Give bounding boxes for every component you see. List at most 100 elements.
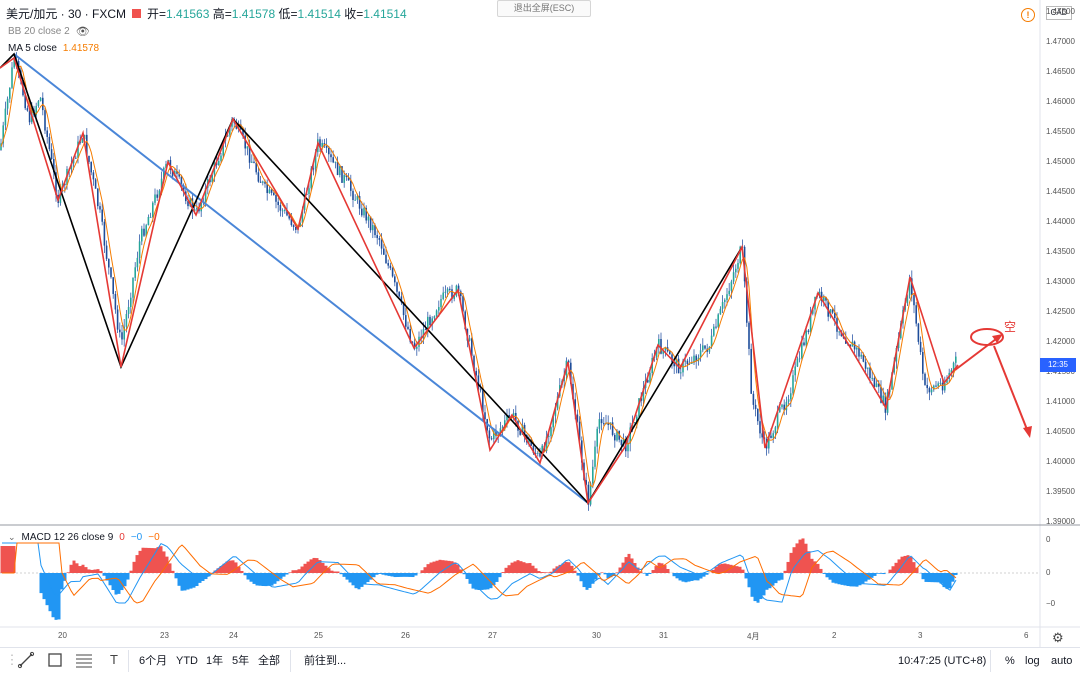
price-axis-label: 1.40000	[1046, 457, 1075, 466]
price-axis-label: 1.46500	[1046, 67, 1075, 76]
candle-body	[132, 278, 134, 298]
candle-body	[550, 427, 552, 436]
macd-hist-bar	[535, 568, 538, 573]
candle-body	[416, 347, 418, 349]
candle-body	[594, 447, 596, 467]
macd-value-hist: 0	[119, 532, 125, 543]
macd-hist-bar	[667, 569, 670, 573]
macd-hist-bar	[946, 573, 949, 589]
candle-body	[121, 332, 123, 339]
trendline-blue[interactable]	[14, 54, 588, 503]
macd-hist-bar	[331, 571, 334, 573]
macd-hist-bar	[391, 573, 394, 576]
macd-hist-bar	[727, 564, 730, 573]
macd-hist-bar	[97, 569, 100, 573]
toolbar-divider	[290, 650, 291, 672]
candle-body	[601, 419, 603, 423]
candle-body	[104, 222, 106, 246]
text-tool-icon[interactable]: T	[104, 651, 124, 669]
macd-hist-bar	[295, 570, 298, 573]
macd-hist-bar	[124, 573, 127, 586]
macd-hist-bar	[769, 573, 772, 588]
candle-body	[788, 399, 790, 402]
candle-body	[339, 166, 341, 175]
macd-hist-bar	[172, 571, 175, 573]
candle-body	[931, 390, 933, 393]
macd-value-signal: −0	[148, 532, 159, 543]
macd-hist-bar	[823, 573, 826, 574]
macd-hist-bar	[205, 573, 208, 579]
candle-body	[856, 348, 858, 350]
macd-hist-bar	[112, 573, 115, 590]
candle-body	[128, 307, 130, 314]
trendline-tool-icon[interactable]	[16, 651, 36, 669]
candle-body	[390, 266, 392, 269]
short-arrow-down[interactable]	[994, 346, 1028, 432]
macd-hist-bar	[115, 573, 118, 595]
candle-body	[218, 161, 220, 165]
macd-hist-bar	[187, 573, 190, 590]
candle-body	[755, 405, 757, 409]
candle-body	[130, 298, 132, 307]
gear-icon[interactable]: ⚙	[1052, 630, 1064, 646]
macd-hist-bar	[505, 568, 508, 573]
ma-polyline	[1, 66, 956, 486]
range-5y-button[interactable]: 5年	[232, 652, 249, 670]
macd-indicator-row[interactable]: ⌄ MACD 12 26 close 9 0 −0 −0	[8, 530, 160, 545]
macd-hist-bar	[73, 561, 76, 573]
fib-tool-icon[interactable]	[74, 651, 94, 669]
candle-body	[137, 258, 139, 267]
macd-hist-bar	[511, 563, 514, 573]
macd-hist-bar	[949, 573, 952, 588]
macd-hist-bar	[664, 565, 667, 573]
macd-hist-bar	[799, 540, 802, 573]
macd-hist-bar	[334, 571, 337, 573]
chevron-down-icon[interactable]: ⌄	[8, 532, 16, 543]
macd-hist-bar	[199, 573, 202, 583]
log-toggle[interactable]: log	[1025, 652, 1040, 670]
macd-hist-bar	[496, 573, 499, 582]
candle-body	[40, 98, 42, 101]
range-ytd-button[interactable]: YTD	[176, 652, 198, 670]
goto-date-button[interactable]: 前往到...	[304, 652, 346, 670]
zigzag-red[interactable]	[0, 58, 958, 503]
candle-body	[335, 162, 337, 163]
candle-body	[790, 393, 792, 399]
macd-hist-bar	[139, 551, 142, 573]
candle-body	[361, 209, 363, 216]
range-6m-button[interactable]: 6个月	[139, 652, 167, 670]
macd-hist-bar	[142, 548, 145, 573]
candle-body	[321, 143, 323, 147]
rectangle-tool-icon[interactable]	[45, 651, 65, 669]
candle-body	[621, 440, 623, 445]
macd-hist-bar	[517, 560, 520, 573]
macd-hist-bar	[874, 573, 877, 576]
candle-body	[394, 276, 396, 282]
macd-hist-bar	[649, 573, 652, 574]
candle-body	[713, 327, 715, 336]
clock-readout[interactable]: 10:47:25 (UTC+8)	[898, 652, 986, 670]
macd-hist-bar	[739, 567, 742, 573]
candle-body	[794, 367, 796, 376]
range-all-button[interactable]: 全部	[258, 652, 280, 670]
macd-hist-bar	[604, 573, 607, 574]
auto-toggle[interactable]: auto	[1051, 652, 1072, 670]
candle-body	[757, 409, 759, 421]
candle-body	[684, 361, 686, 362]
candle-body	[93, 172, 95, 179]
short-arrow-up[interactable]	[955, 336, 1000, 370]
date-axis-label: 3	[918, 631, 922, 640]
candle-body	[753, 394, 755, 405]
macd-hist-bar	[508, 565, 511, 573]
candle-body	[99, 206, 101, 209]
macd-hist-bar	[493, 573, 496, 585]
macd-hist-bar	[688, 573, 691, 582]
candle-body	[876, 383, 878, 387]
percent-toggle[interactable]: %	[1005, 652, 1015, 670]
price-axis-label: 1.44500	[1046, 187, 1075, 196]
range-1y-button[interactable]: 1年	[206, 652, 223, 670]
macd-hist-bar	[4, 546, 7, 573]
macd-hist-bar	[250, 573, 253, 582]
macd-hist-bar	[433, 562, 436, 573]
